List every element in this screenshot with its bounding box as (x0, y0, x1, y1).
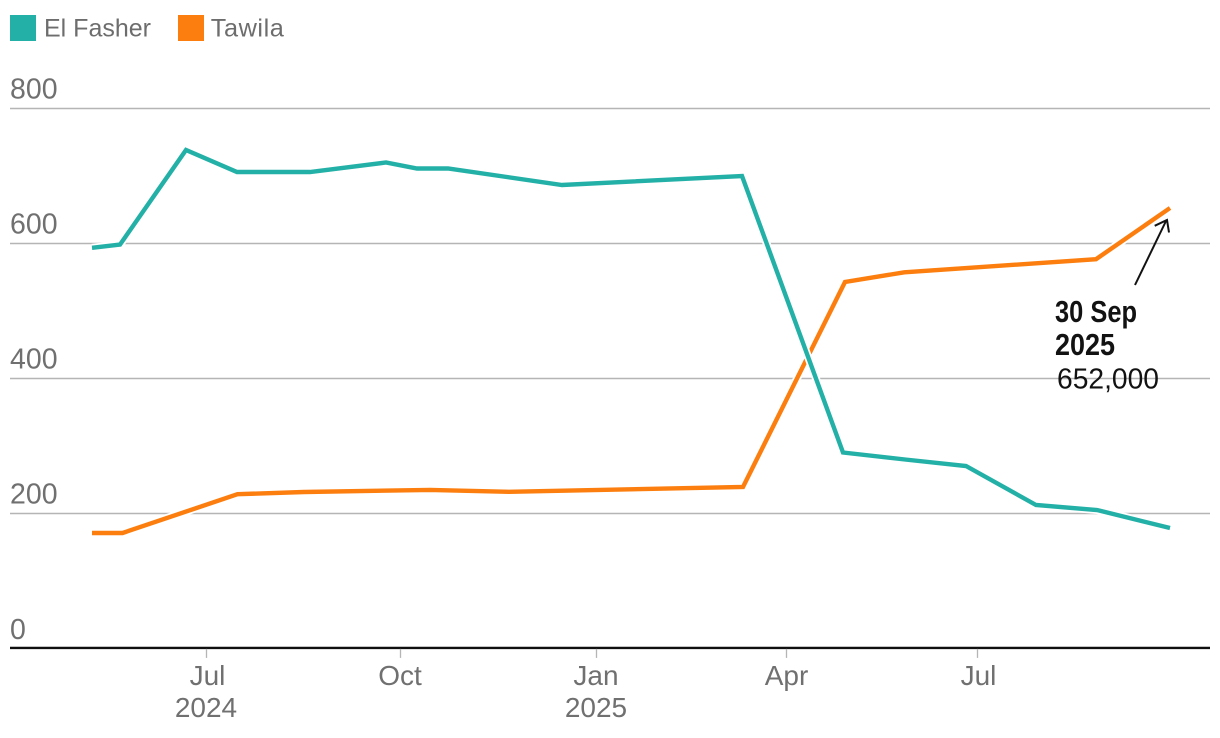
svg-text:400: 400 (10, 344, 58, 376)
svg-text:2025: 2025 (1055, 327, 1115, 362)
svg-text:652,000: 652,000 (1057, 364, 1159, 396)
svg-text:200: 200 (10, 479, 58, 511)
svg-text:2024: 2024 (175, 692, 237, 723)
svg-text:Apr: Apr (765, 660, 809, 691)
svg-text:Oct: Oct (378, 660, 422, 691)
svg-text:800: 800 (10, 74, 58, 106)
svg-text:Tawila: Tawila (211, 15, 285, 43)
svg-text:2025: 2025 (565, 692, 627, 723)
svg-text:Jul: Jul (190, 660, 226, 691)
svg-text:El Fasher: El Fasher (44, 15, 151, 43)
svg-text:0: 0 (10, 614, 26, 646)
svg-text:Jan: Jan (573, 660, 618, 691)
svg-text:Jul: Jul (961, 660, 997, 691)
svg-text:30 Sep: 30 Sep (1055, 294, 1137, 329)
svg-text:600: 600 (10, 209, 58, 241)
